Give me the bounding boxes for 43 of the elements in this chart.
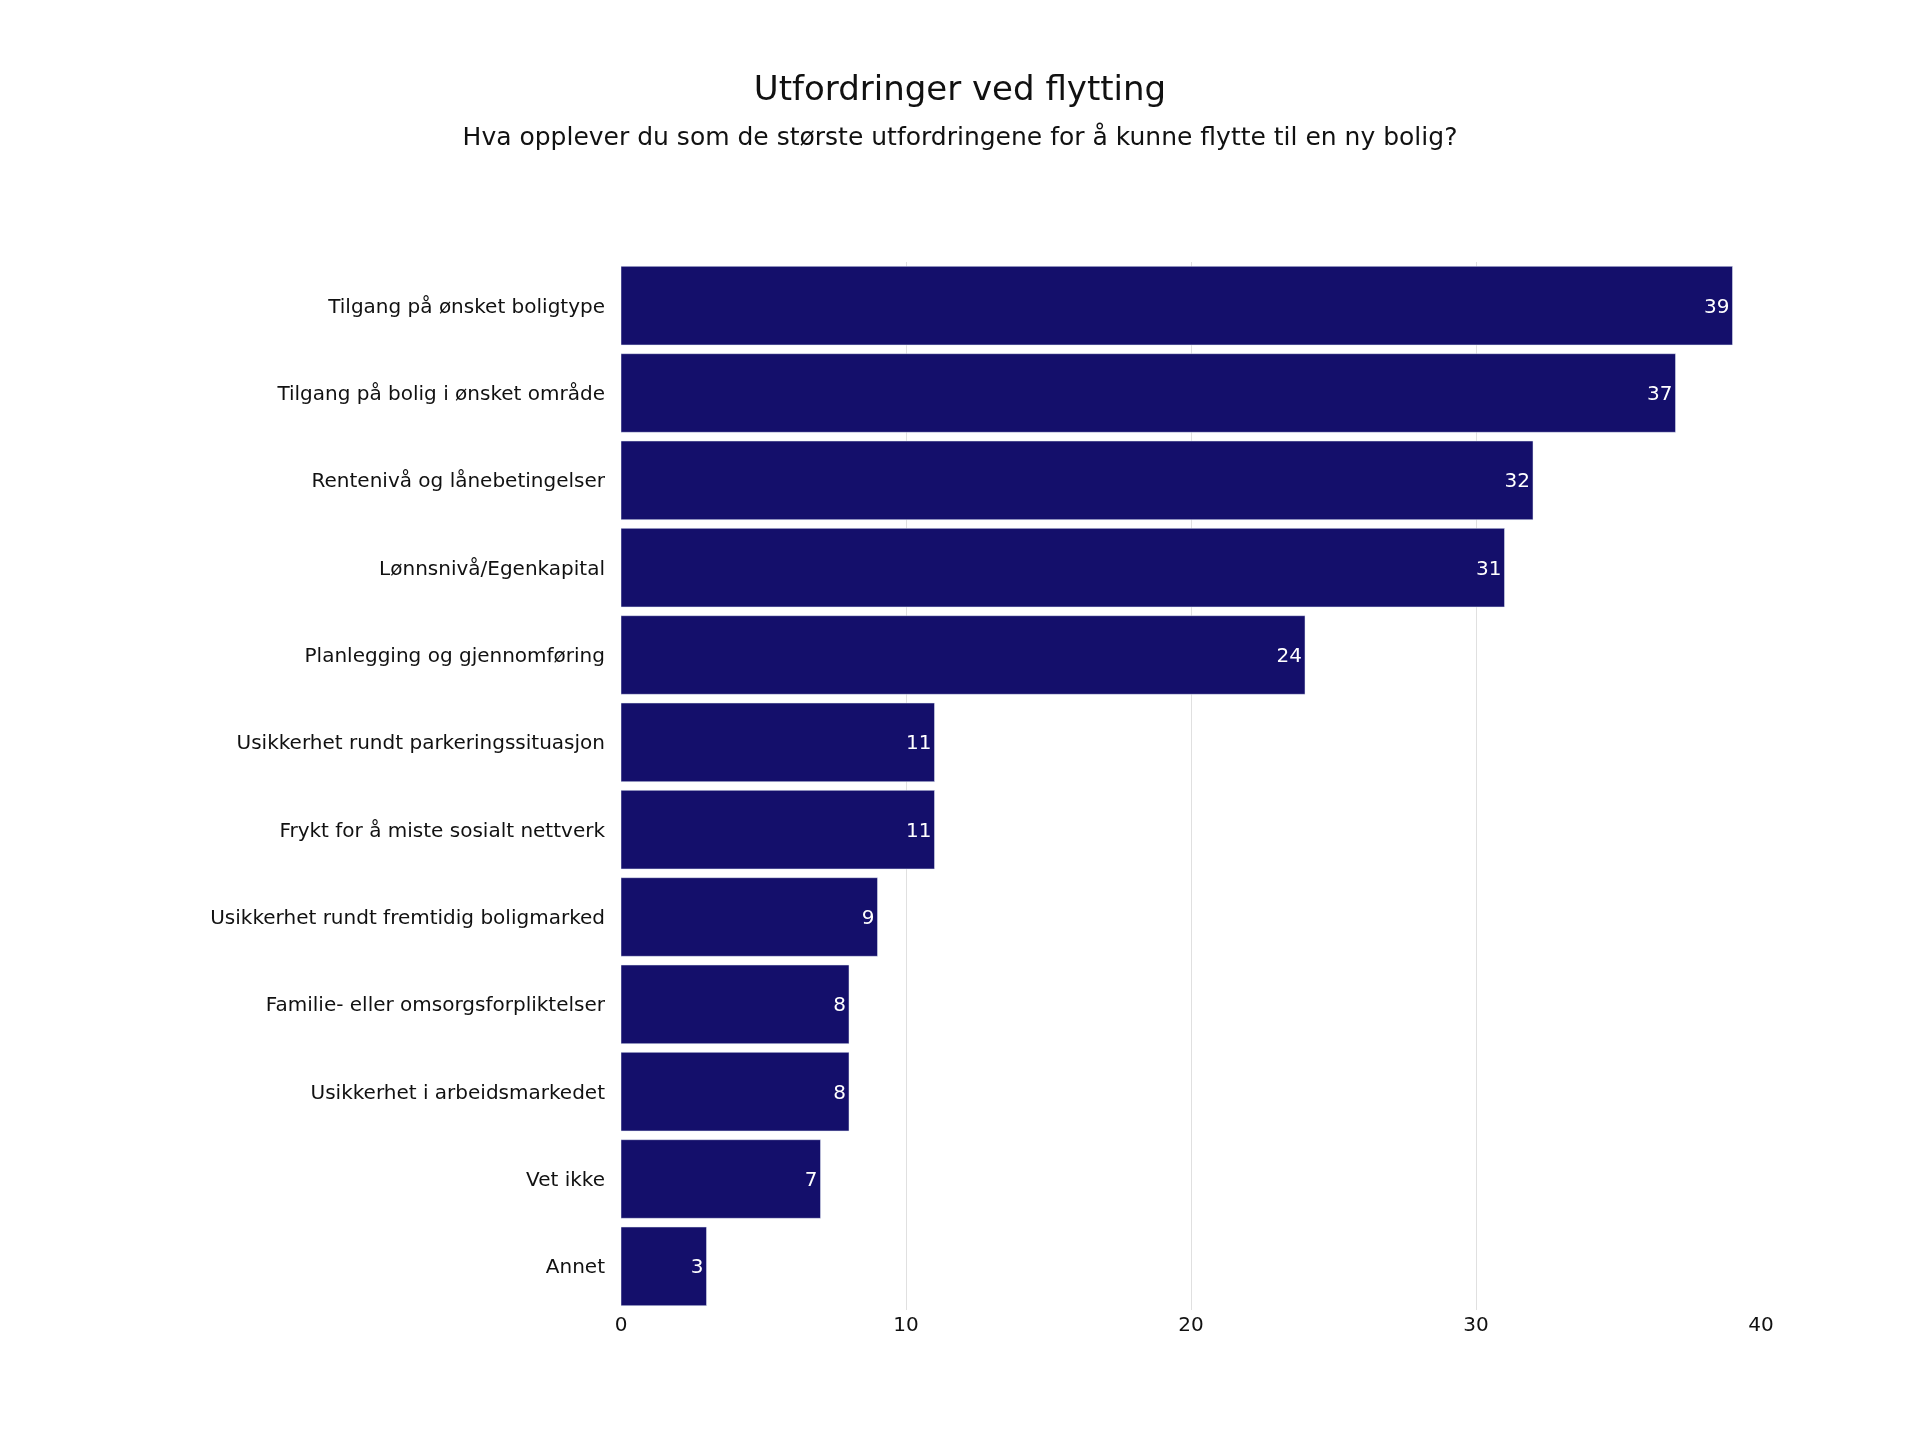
y-tick-label: Usikkerhet rundt parkeringssituasjon — [236, 730, 605, 755]
data-label: 8 — [833, 992, 846, 1017]
x-tick-label: 30 — [1463, 1312, 1489, 1336]
chart-title: Utfordringer ved flytting — [753, 68, 1167, 109]
y-tick-label: Tilgang på ønsket boligtype — [327, 293, 605, 318]
chart-subtitle: Hva opplever du som de største utfordringene for å kunne flytte til en ny bolig? — [462, 121, 1458, 151]
bar — [621, 528, 1505, 608]
data-label: 9 — [861, 905, 875, 929]
data-label: 39 — [1704, 293, 1730, 318]
y-tick-label: Planlegging og gjennomføring — [304, 643, 605, 667]
data-label: 3 — [690, 1254, 704, 1279]
data-label: 11 — [906, 730, 932, 755]
bar — [621, 1139, 821, 1219]
bar — [621, 440, 1534, 520]
y-tick-label: Annet — [545, 1254, 606, 1279]
y-tick-label: Tilgang på bolig i ønsket område — [276, 381, 605, 405]
bar — [621, 964, 850, 1044]
data-label: 31 — [1476, 555, 1502, 580]
data-label: 24 — [1276, 643, 1302, 667]
bar — [621, 702, 935, 782]
bar — [621, 1226, 707, 1306]
bar — [621, 1052, 850, 1132]
data-label: 11 — [906, 817, 932, 842]
y-tick-label: Usikkerhet rundt fremtidig boligmarked — [210, 905, 605, 929]
bar — [621, 266, 1733, 346]
y-tick-label: Familie- eller omsorgsforpliktelser — [265, 992, 606, 1017]
x-tick-label: 10 — [893, 1312, 919, 1336]
x-tick-label: 20 — [1178, 1312, 1204, 1336]
data-label: 8 — [833, 1079, 846, 1104]
y-tick-label: Vet ikke — [526, 1167, 605, 1191]
data-label: 37 — [1647, 381, 1673, 405]
bar — [621, 877, 878, 957]
x-tick-label: 40 — [1748, 1312, 1774, 1336]
y-tick-label: Frykt for å miste sosialt nettverk — [279, 817, 606, 842]
y-tick-label: Rentenivå og lånebetingelser — [311, 468, 606, 493]
x-tick-label: 0 — [614, 1312, 628, 1336]
y-tick-label: Lønnsnivå/Egenkapital — [379, 555, 605, 580]
data-label: 7 — [804, 1167, 818, 1191]
data-label: 32 — [1504, 468, 1530, 493]
y-tick-label: Usikkerhet i arbeidsmarkedet — [310, 1079, 606, 1104]
bar — [621, 615, 1306, 695]
bar — [621, 790, 935, 870]
bar — [621, 353, 1676, 433]
